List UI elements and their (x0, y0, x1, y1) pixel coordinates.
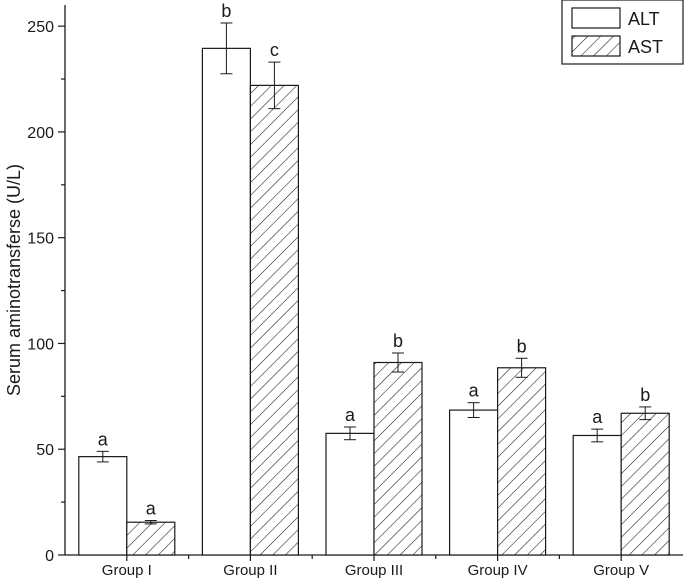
significance-label: a (345, 405, 356, 425)
significance-label: b (393, 331, 403, 351)
significance-label: a (98, 429, 109, 449)
bar-alt-group-i (78, 456, 128, 556)
legend-swatch-ast (571, 35, 621, 57)
bar-alt-group-iv (449, 409, 499, 556)
significance-label: a (469, 381, 480, 401)
bar-alt-group-iii (325, 432, 375, 556)
bar-alt-group-ii (201, 47, 251, 556)
significance-label: b (640, 385, 650, 405)
legend-label-ast: AST (628, 37, 663, 57)
bar-ast-group-ii (249, 84, 299, 556)
significance-label: b (517, 336, 527, 356)
bar-ast-group-iv (497, 367, 547, 556)
plot-area: 0 50 100 150 200 250 Serum aminotransferse (U/… (4, 0, 684, 579)
significance-label: a (592, 407, 603, 427)
bar-ast-group-i (126, 521, 176, 556)
significance-label: c (270, 40, 279, 60)
x-tick-label: Group IV (468, 562, 528, 579)
y-tick-label: 250 (27, 19, 54, 36)
x-tick-label: Group III (345, 562, 403, 579)
bar-alt-group-v (572, 434, 622, 556)
y-axis-label: Serum aminotransferse (U/L) (4, 164, 24, 396)
bar-ast-group-iii (373, 361, 423, 556)
legend-label-alt: ALT (628, 9, 660, 29)
x-tick-label: Group II (223, 562, 277, 579)
bar-ast-group-v (620, 412, 670, 556)
significance-label: b (221, 1, 231, 21)
y-tick-label: 200 (27, 125, 54, 142)
significance-label: a (146, 499, 157, 519)
y-tick-label: 100 (27, 336, 54, 353)
x-tick-label: Group I (102, 562, 152, 579)
legend-swatch-alt (571, 7, 621, 29)
y-tick-label: 50 (36, 442, 54, 459)
x-tick-label: Group V (593, 562, 649, 579)
y-tick-label: 150 (27, 231, 54, 248)
y-tick-label: 0 (45, 548, 54, 565)
